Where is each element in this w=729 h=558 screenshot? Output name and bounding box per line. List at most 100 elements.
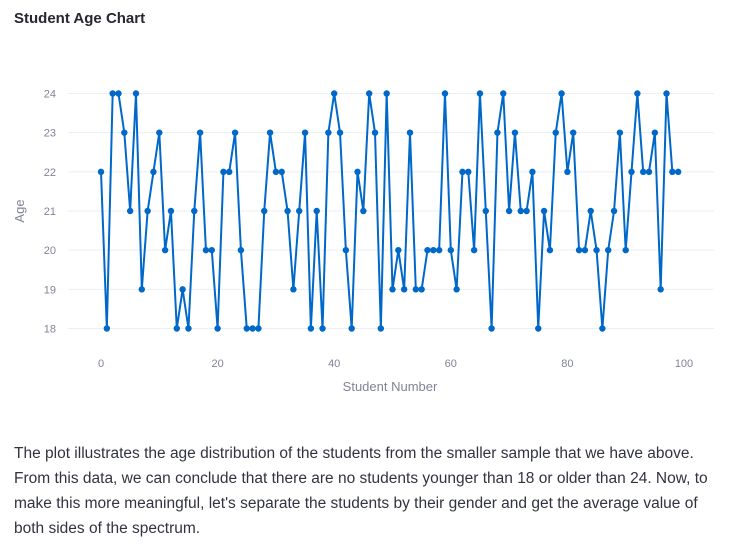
data-point <box>639 168 647 176</box>
x-tick-label: 80 <box>561 358 573 370</box>
data-point <box>470 246 478 254</box>
data-point <box>167 207 175 215</box>
data-point <box>552 129 559 136</box>
data-point <box>231 129 239 136</box>
data-point <box>296 207 303 215</box>
line-chart: 18 19 20 21 22 23 24 0 20 40 60 80 100 Age Student … <box>12 89 714 394</box>
data-point <box>465 168 472 176</box>
data-point <box>494 129 501 136</box>
x-axis-title: Student Number <box>343 379 438 394</box>
x-tick-label: 20 <box>211 358 223 370</box>
data-point <box>196 129 204 136</box>
data-point <box>517 207 524 215</box>
data-point <box>377 325 385 332</box>
data-point <box>587 207 594 215</box>
data-point <box>581 246 589 254</box>
data-point <box>505 207 513 215</box>
data-point <box>284 207 291 215</box>
data-point <box>144 207 151 215</box>
data-point <box>546 246 554 254</box>
data-point <box>97 168 105 176</box>
data-point <box>348 325 355 332</box>
data-point <box>214 325 221 332</box>
data-point <box>599 325 606 332</box>
y-tick-label: 24 <box>44 89 56 101</box>
y-axis-title: Age <box>12 199 27 222</box>
data-point <box>278 168 285 176</box>
y-tick-label: 18 <box>44 324 56 336</box>
data-point <box>459 168 466 176</box>
data-point <box>226 168 233 176</box>
data-point <box>447 246 454 254</box>
data-point <box>255 325 262 332</box>
data-point <box>237 246 245 254</box>
data-point <box>564 168 571 176</box>
data-point <box>593 246 600 254</box>
data-point <box>430 246 437 254</box>
data-point <box>622 246 629 254</box>
data-point <box>453 286 460 293</box>
data-point <box>441 90 449 97</box>
data-point <box>482 207 489 215</box>
data-point <box>185 325 192 332</box>
data-point <box>342 246 350 254</box>
data-point <box>156 129 163 136</box>
data-point <box>126 207 134 215</box>
data-point <box>132 90 140 97</box>
data-point <box>202 246 210 254</box>
data-point <box>412 286 420 293</box>
data-point <box>400 286 408 293</box>
data-point <box>301 129 309 136</box>
data-point <box>249 325 256 332</box>
data-point <box>290 286 297 293</box>
data-point <box>476 90 484 97</box>
data-point <box>435 246 443 254</box>
data-point <box>406 129 414 136</box>
data-point <box>103 325 111 332</box>
chart-caption: The plot illustrates the age distributio… <box>14 445 708 537</box>
age-series <box>97 90 682 332</box>
data-point <box>179 286 186 293</box>
data-point <box>651 129 659 136</box>
data-point <box>161 246 169 254</box>
data-point <box>605 246 612 254</box>
data-point <box>331 90 338 97</box>
data-point <box>389 286 396 293</box>
data-point <box>325 129 332 136</box>
data-point <box>307 325 315 332</box>
data-point <box>523 207 530 215</box>
y-tick-label: 22 <box>44 167 56 179</box>
data-point <box>173 325 180 332</box>
data-point <box>395 246 402 254</box>
data-point <box>220 168 227 176</box>
data-point <box>272 168 280 176</box>
data-point <box>529 168 536 176</box>
data-point <box>208 246 215 254</box>
data-point <box>115 90 122 97</box>
data-point <box>261 207 268 215</box>
data-point <box>243 325 250 332</box>
data-point <box>121 129 128 136</box>
data-point <box>365 90 373 97</box>
data-point <box>383 90 390 97</box>
data-point <box>266 129 274 136</box>
data-point <box>645 168 653 176</box>
data-point <box>628 168 635 176</box>
data-point <box>657 286 664 293</box>
data-point <box>575 246 583 254</box>
data-point <box>138 286 146 293</box>
x-tick-label: 40 <box>328 358 340 370</box>
chart-title: Student Age Chart <box>14 10 146 27</box>
data-point <box>634 90 641 97</box>
data-point <box>535 325 542 332</box>
data-point <box>570 129 577 136</box>
y-tick-label: 20 <box>44 245 56 257</box>
data-point <box>500 90 507 97</box>
data-point <box>319 325 326 332</box>
data-point <box>663 90 670 97</box>
data-point <box>336 129 344 136</box>
data-point <box>488 325 495 332</box>
data-point <box>371 129 379 136</box>
data-point <box>424 246 431 254</box>
y-tick-label: 21 <box>44 206 56 218</box>
